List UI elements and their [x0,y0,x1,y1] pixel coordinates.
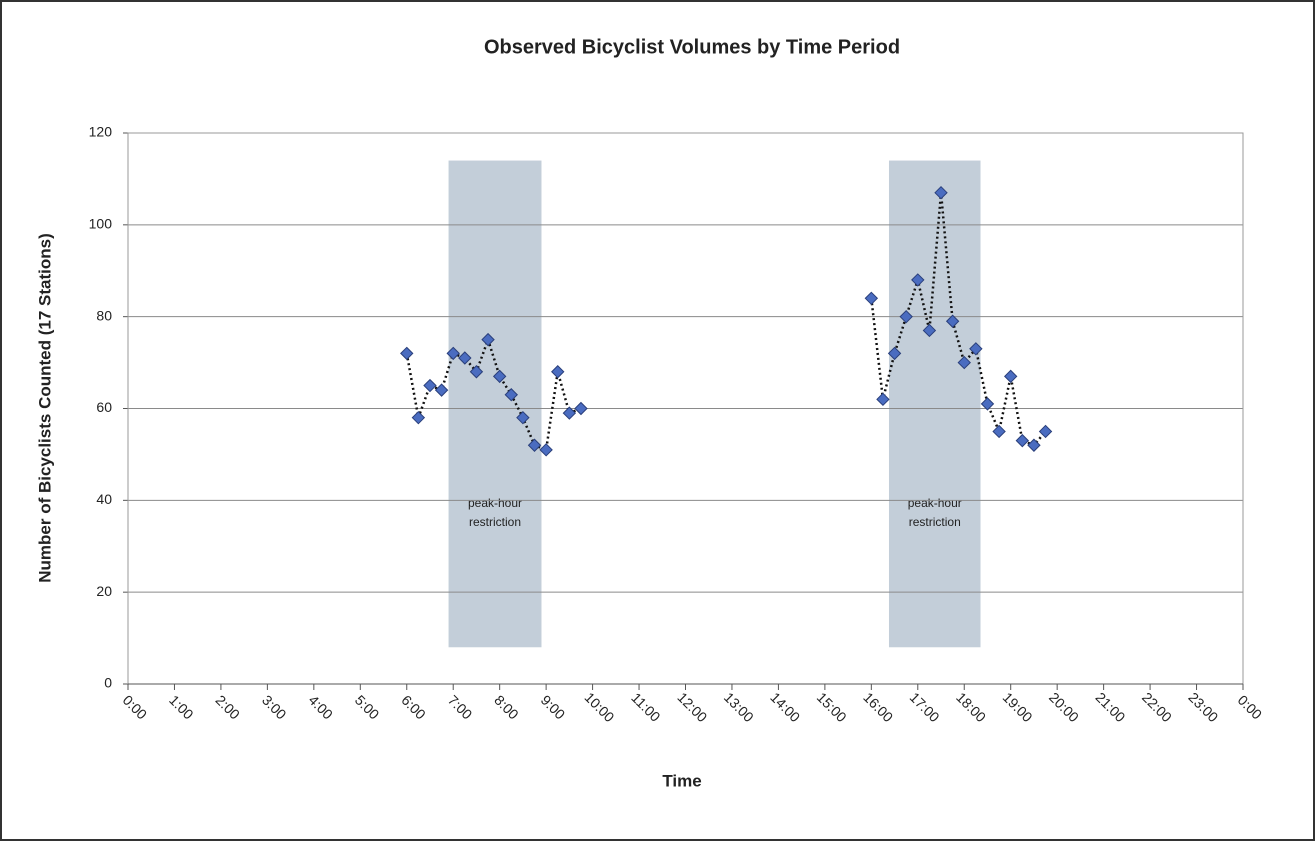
data-point [539,443,553,457]
data-point [446,346,460,361]
data-point [516,410,530,425]
series-line [870,192,1047,447]
data-point [423,378,437,393]
series-line [405,335,582,452]
data-point [400,346,414,361]
y-axis-title: Number of Bicyclists Counted (17 Station… [35,233,54,583]
data-point [864,291,879,306]
annotation: restriction [909,515,961,529]
annotation: peak-hour [908,496,962,510]
y-tick-label: 100 [89,216,113,232]
annotation: peak-hour [468,496,522,510]
data-point [922,323,937,338]
data-point [1015,433,1030,448]
y-tick-label: 120 [89,124,113,140]
x-axis-title: Time [662,771,701,790]
y-tick-label: 0 [104,675,112,691]
data-point [1027,438,1041,452]
data-point [481,332,495,347]
data-point [458,351,472,365]
y-tick-label: 20 [96,583,112,599]
data-point [899,309,913,324]
data-point [1038,424,1053,439]
annotation: restriction [469,515,521,529]
data-point [969,342,983,356]
y-tick-label: 80 [96,307,112,323]
data-point [492,369,507,384]
data-point [504,388,518,402]
data-point [957,355,971,370]
data-point [562,406,577,420]
data-point [992,424,1006,439]
data-point [527,438,542,452]
data-point [574,401,588,416]
data-point [434,383,449,397]
chart-title: Observed Bicyclist Volumes by Time Perio… [484,36,900,58]
data-point [980,397,995,411]
y-tick-label: 60 [96,399,112,415]
data-point [551,365,565,379]
data-point [1004,369,1018,384]
data-point [911,273,925,287]
data-point [411,410,426,425]
y-tick-label: 40 [96,491,112,507]
data-point [887,346,902,361]
data-point [876,392,890,407]
shaded-region [448,160,542,648]
shaded-region [888,160,981,648]
data-point [469,365,484,379]
data-point [934,185,948,200]
data-point [945,314,960,328]
